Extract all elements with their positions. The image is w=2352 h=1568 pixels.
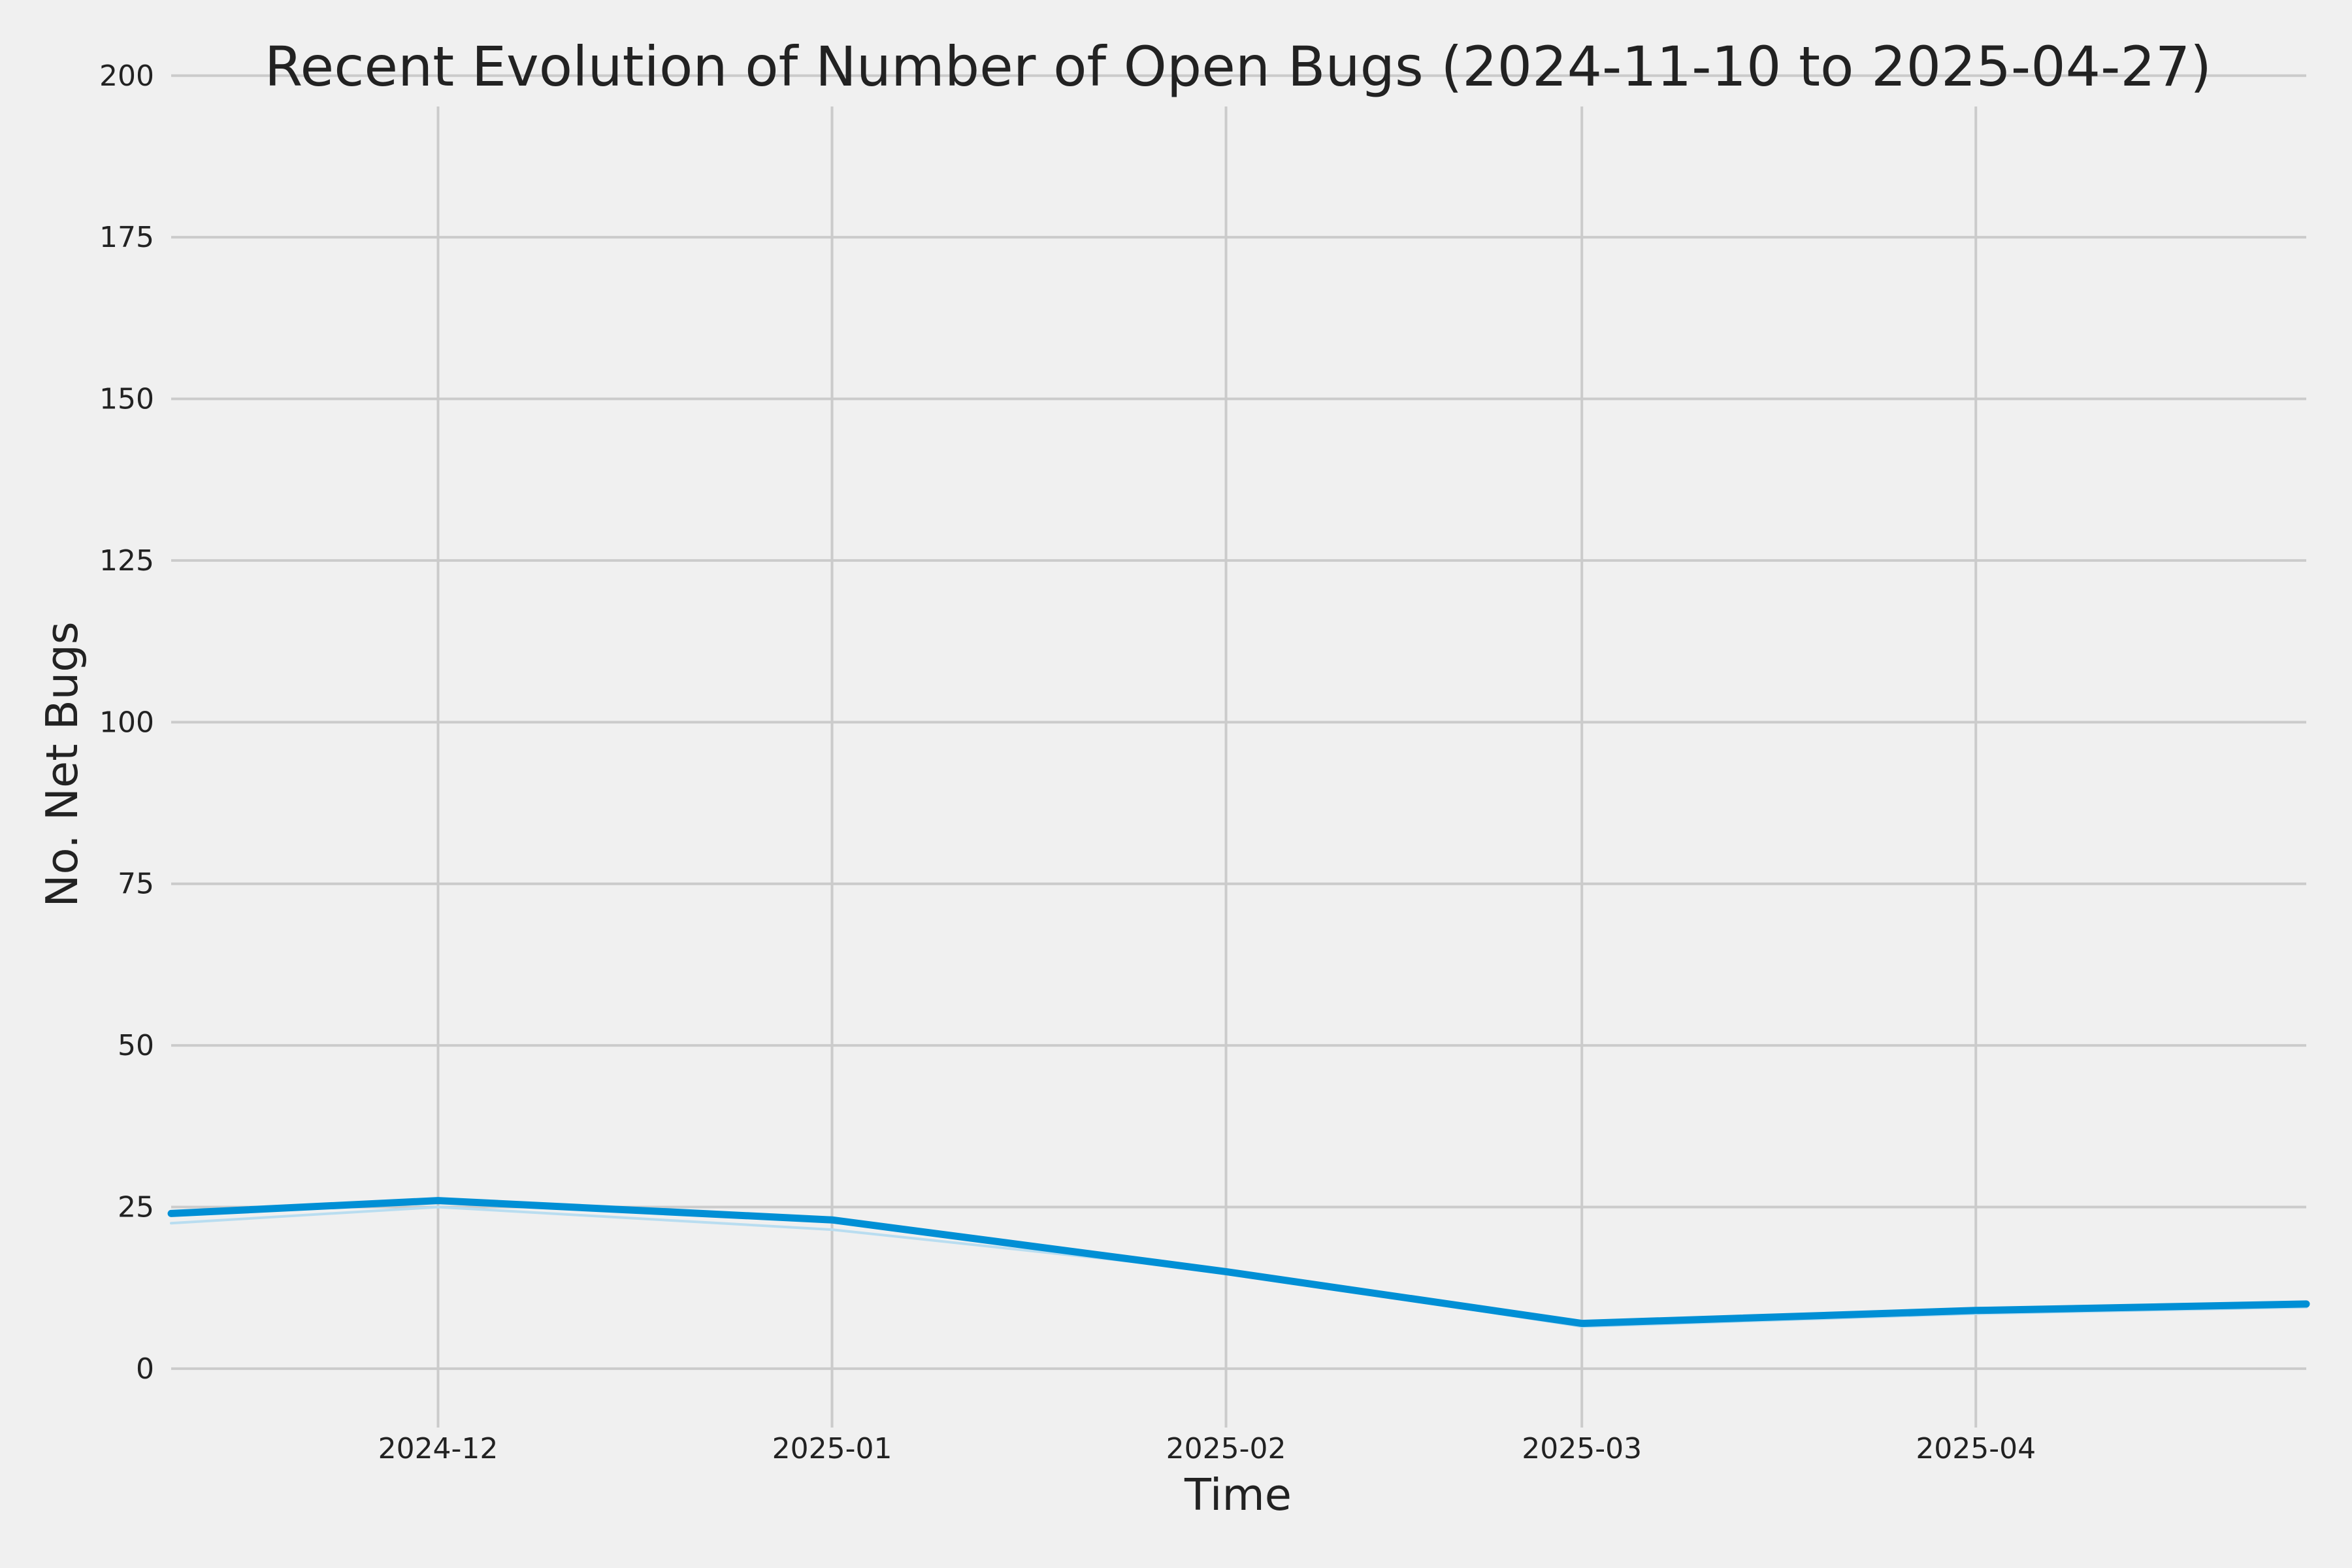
y-tick-label: 125	[99, 544, 154, 578]
y-tick-label: 75	[118, 868, 154, 901]
y-tick-label: 100	[99, 706, 154, 739]
x-tick-label: 2024-12	[378, 1432, 498, 1465]
y-gridlines	[171, 74, 2306, 1370]
y-tick-label: 175	[99, 221, 154, 254]
y-tick-label: 200	[99, 59, 154, 93]
x-tick-label: 2025-02	[1166, 1432, 1286, 1465]
y-tick-label: 0	[136, 1352, 154, 1386]
x-tick-label: 2025-01	[772, 1432, 892, 1465]
y-tick-labels: 0 25 50 75 100 125 150 175 200	[99, 59, 154, 1386]
y-tick-label: 150	[99, 383, 154, 416]
chart-title: Recent Evolution of Number of Open Bugs …	[265, 35, 2212, 99]
x-axis-label: Time	[1184, 1469, 1292, 1520]
series-line-primary	[167, 1197, 2310, 1328]
y-tick-label: 50	[118, 1029, 154, 1062]
x-tick-labels: 2024-12 2025-01 2025-02 2025-03 2025-04	[378, 1432, 2036, 1465]
x-tick-label: 2025-04	[1916, 1432, 2036, 1465]
x-tick-label: 2025-03	[1522, 1432, 1642, 1465]
y-tick-label: 25	[118, 1190, 154, 1224]
y-axis-label: No. Net Bugs	[37, 621, 88, 907]
series-lines	[167, 1197, 2310, 1328]
